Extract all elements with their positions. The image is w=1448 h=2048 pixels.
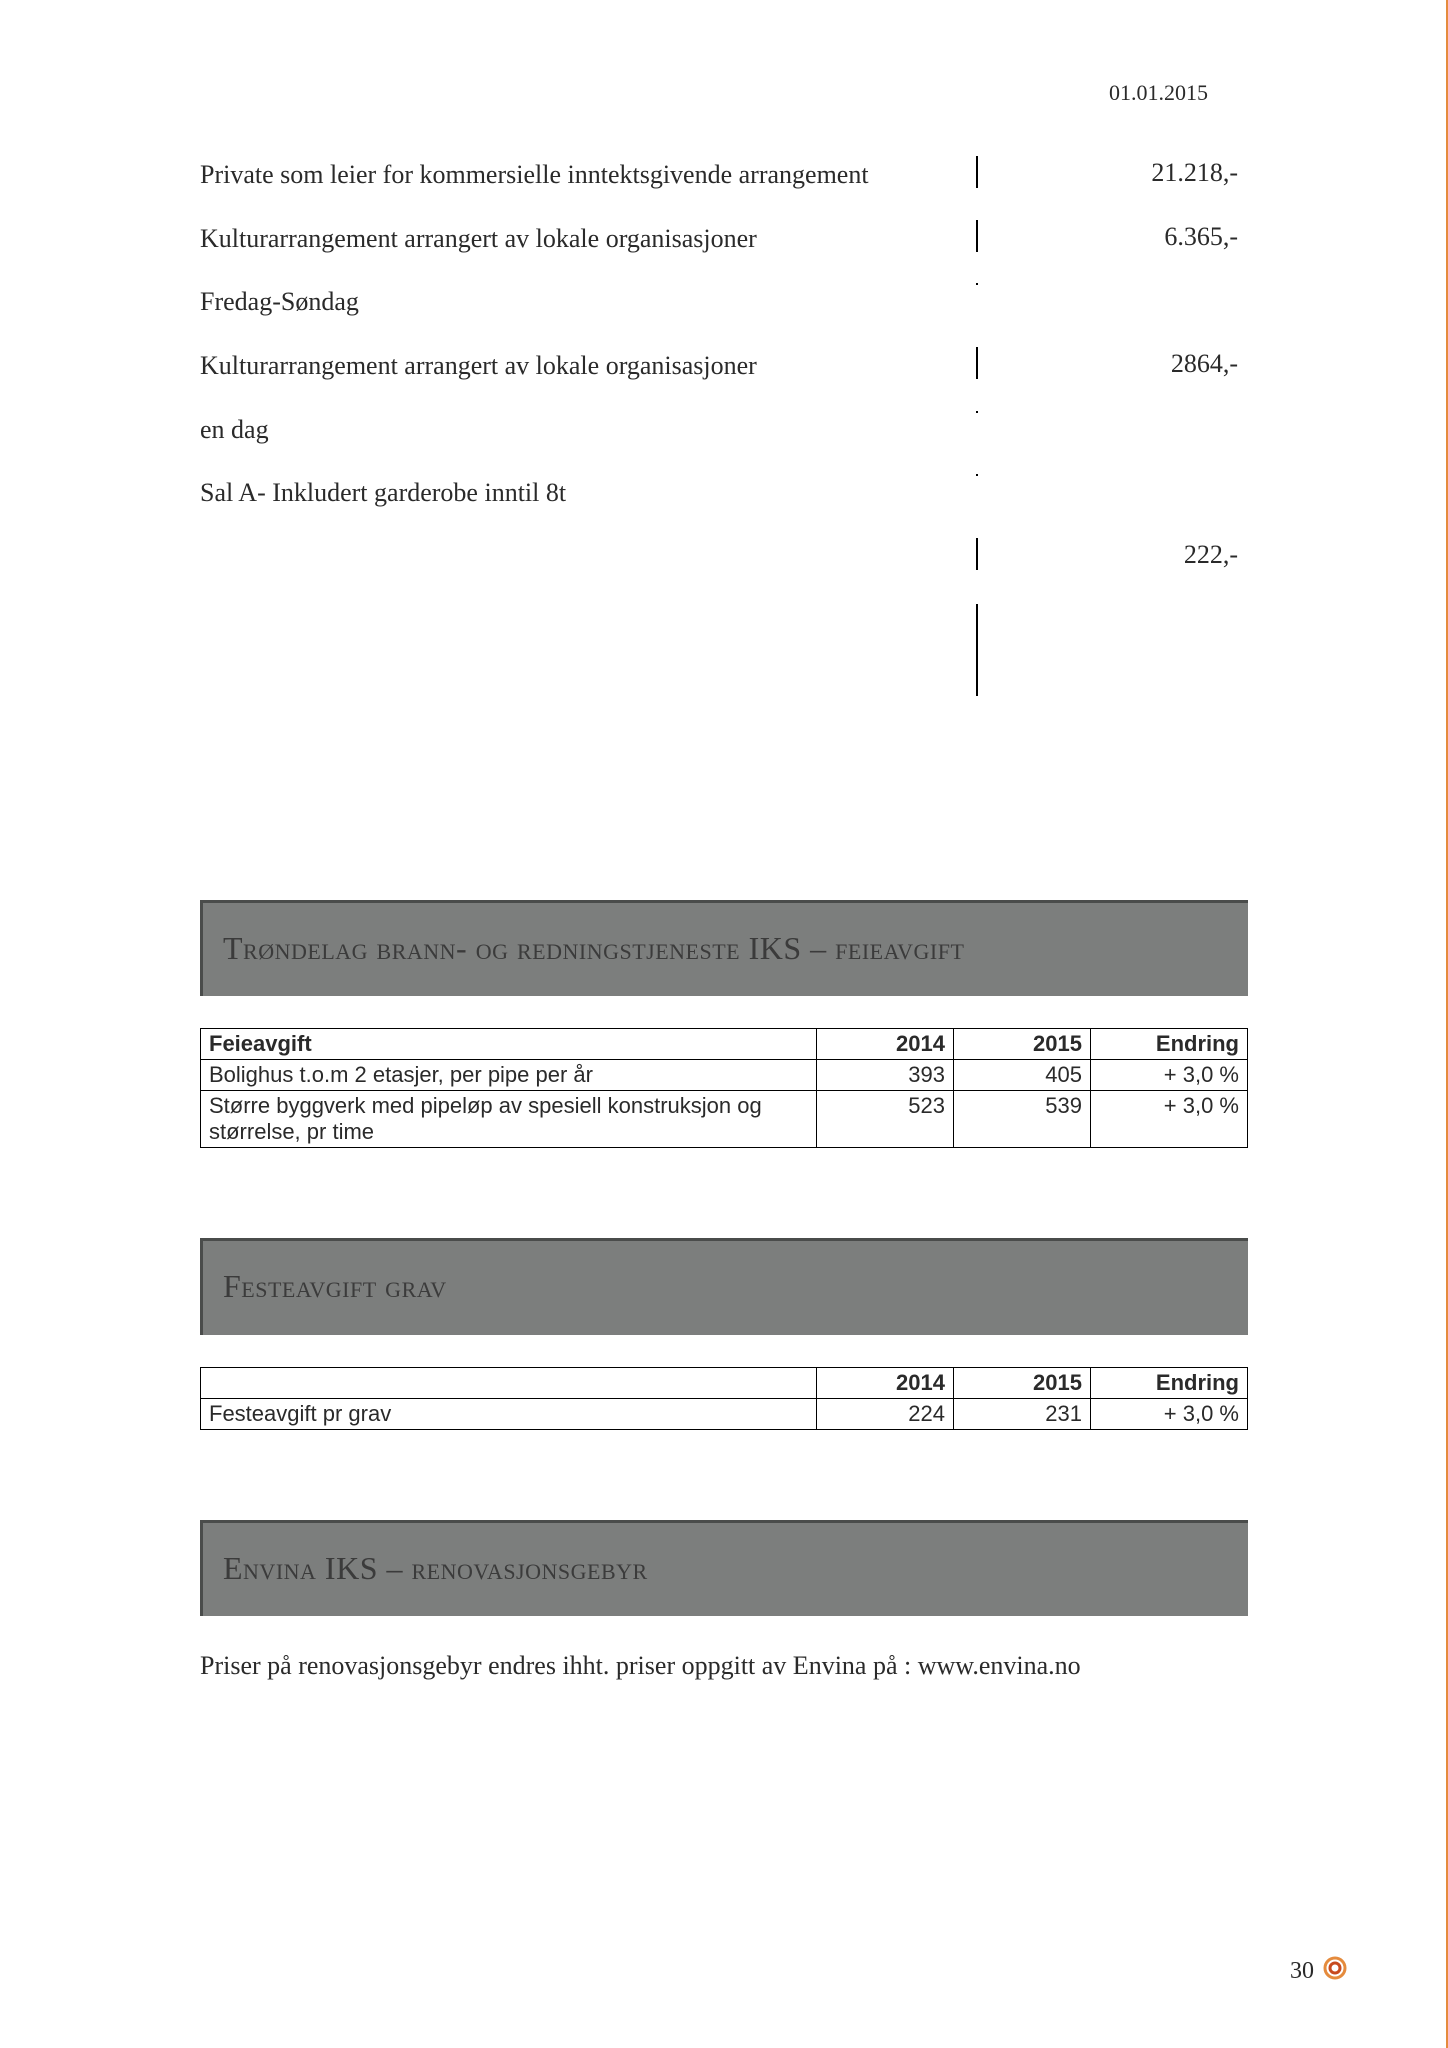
page-footer: 30	[1290, 1955, 1348, 1988]
price-item-value	[976, 474, 1248, 476]
cell-label: Bolighus t.o.m 2 etasjer, per pipe per å…	[201, 1060, 817, 1091]
price-item-label: Kulturarrangement arrangert av lokale or…	[200, 220, 976, 284]
cell-2015: 539	[954, 1091, 1091, 1148]
price-item-label: en dag	[200, 411, 976, 475]
col-2014: 2014	[817, 1367, 954, 1398]
col-2015: 2015	[954, 1029, 1091, 1060]
price-item-value: 21.218,-	[976, 156, 1248, 188]
price-item-value	[976, 411, 1248, 413]
table-row: Større byggverk med pipeløp av spesiell …	[201, 1091, 1248, 1148]
price-item-label: Private som leier for kommersielle innte…	[200, 156, 976, 220]
feieavgift-table: Feieavgift 2014 2015 Endring Bolighus t.…	[200, 1028, 1248, 1148]
table-row: Festeavgift pr grav 224 231 + 3,0 %	[201, 1398, 1248, 1429]
cell-endring: + 3,0 %	[1091, 1398, 1248, 1429]
cell-endring: + 3,0 %	[1091, 1091, 1248, 1148]
envina-body-text: Priser på renovasjonsgebyr endres ihht. …	[200, 1648, 1248, 1684]
table-header-row: Feieavgift 2014 2015 Endring	[201, 1029, 1248, 1060]
section-heading-envina: Envina IKS – renovasjonsgebyr	[200, 1520, 1248, 1616]
cell-label: Større byggverk med pipeløp av spesiell …	[201, 1091, 817, 1148]
price-item-label: Kulturarrangement arrangert av lokale or…	[200, 347, 976, 411]
cell-2014: 224	[817, 1398, 954, 1429]
table-header-row: 2014 2015 Endring	[201, 1367, 1248, 1398]
page-content: 01.01.2015 Private som leier for kommers…	[0, 0, 1448, 2048]
price-item-value	[976, 283, 1248, 285]
page-number: 30	[1290, 1958, 1314, 1985]
section-heading-festeavgift: Festeavgift grav	[200, 1238, 1248, 1334]
price-item-label: Sal A- Inkludert garderobe inntil 8t	[200, 474, 976, 538]
col-label: Feieavgift	[201, 1029, 817, 1060]
col-endring: Endring	[1091, 1367, 1248, 1398]
pricing-block: Private som leier for kommersielle innte…	[200, 156, 1248, 720]
footer-rings-icon	[1322, 1955, 1348, 1988]
cell-2014: 393	[817, 1060, 954, 1091]
col-2015: 2015	[954, 1367, 1091, 1398]
price-item-value: 6.365,-	[976, 220, 1248, 252]
cell-2014: 523	[817, 1091, 954, 1148]
price-item-label: Fredag-Søndag	[200, 283, 976, 347]
cell-2015: 405	[954, 1060, 1091, 1091]
document-date: 01.01.2015	[200, 80, 1248, 106]
price-item-label	[200, 538, 976, 604]
cell-endring: + 3,0 %	[1091, 1060, 1248, 1091]
section-heading-feieavgift: Trøndelag brann- og redningstjeneste IKS…	[200, 900, 1248, 996]
festeavgift-table: 2014 2015 Endring Festeavgift pr grav 22…	[200, 1367, 1248, 1430]
col-endring: Endring	[1091, 1029, 1248, 1060]
price-item-value: 2864,-	[976, 347, 1248, 379]
cell-label: Festeavgift pr grav	[201, 1398, 817, 1429]
cell-2015: 231	[954, 1398, 1091, 1429]
col-label	[201, 1367, 817, 1398]
table-row: Bolighus t.o.m 2 etasjer, per pipe per å…	[201, 1060, 1248, 1091]
col-2014: 2014	[817, 1029, 954, 1060]
price-item-value: 222,-	[976, 538, 1248, 570]
